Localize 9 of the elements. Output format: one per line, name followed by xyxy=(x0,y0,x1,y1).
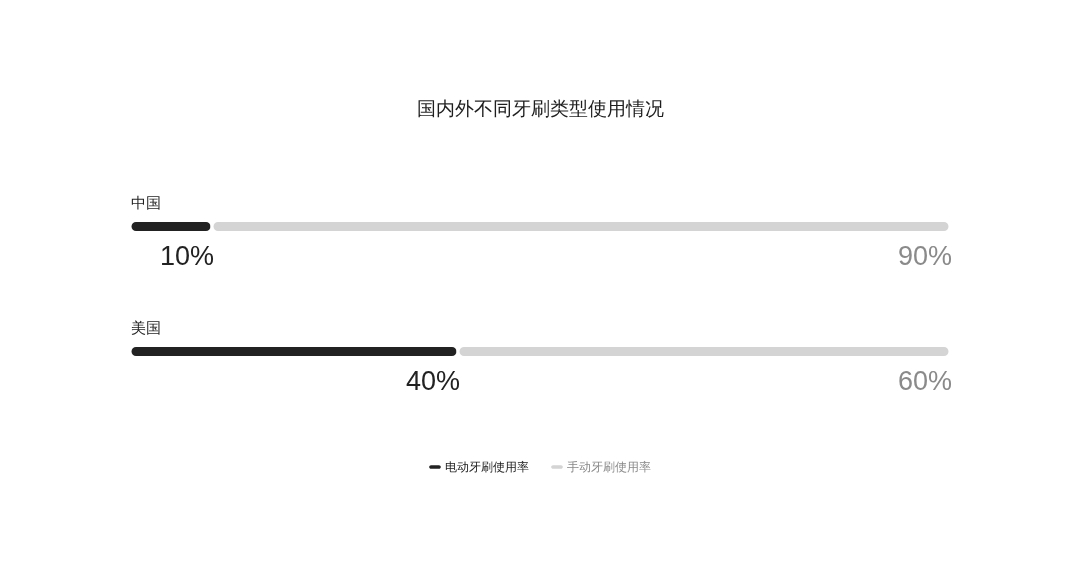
legend-label: 电动牙刷使用率 xyxy=(445,460,529,474)
legend-label: 手动牙刷使用率 xyxy=(567,460,651,474)
chart-title: 国内外不同牙刷类型使用情况 xyxy=(416,98,664,119)
data-label: 90% xyxy=(897,240,952,271)
data-label: 40% xyxy=(405,365,460,396)
data-label: 60% xyxy=(897,365,952,396)
y-tick-label: 中国 xyxy=(130,193,161,211)
data-label: 10% xyxy=(159,240,214,271)
y-tick-label: 美国 xyxy=(130,318,161,336)
